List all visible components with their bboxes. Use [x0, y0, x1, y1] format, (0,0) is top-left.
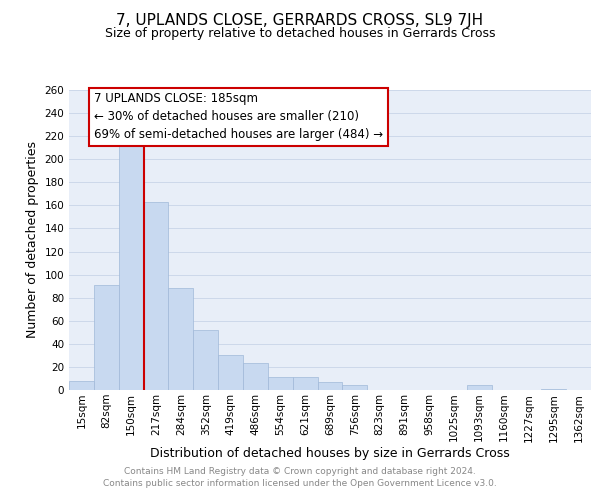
Bar — [143, 202, 169, 390]
Bar — [343, 386, 367, 390]
Bar — [193, 330, 218, 390]
Bar — [94, 285, 119, 390]
Text: 7, UPLANDS CLOSE, GERRARDS CROSS, SL9 7JH: 7, UPLANDS CLOSE, GERRARDS CROSS, SL9 7J… — [116, 12, 484, 28]
Bar — [268, 378, 293, 390]
Bar — [119, 144, 143, 390]
Bar — [169, 288, 193, 390]
Bar — [541, 389, 566, 390]
Bar — [467, 386, 491, 390]
Bar — [218, 356, 243, 390]
Bar — [243, 364, 268, 390]
Text: Size of property relative to detached houses in Gerrards Cross: Size of property relative to detached ho… — [105, 28, 495, 40]
Bar — [293, 378, 317, 390]
Text: 7 UPLANDS CLOSE: 185sqm
← 30% of detached houses are smaller (210)
69% of semi-d: 7 UPLANDS CLOSE: 185sqm ← 30% of detache… — [94, 92, 383, 142]
Bar — [317, 382, 343, 390]
Y-axis label: Number of detached properties: Number of detached properties — [26, 142, 39, 338]
Bar — [69, 381, 94, 390]
Text: Contains HM Land Registry data © Crown copyright and database right 2024.
Contai: Contains HM Land Registry data © Crown c… — [103, 466, 497, 487]
X-axis label: Distribution of detached houses by size in Gerrards Cross: Distribution of detached houses by size … — [150, 447, 510, 460]
